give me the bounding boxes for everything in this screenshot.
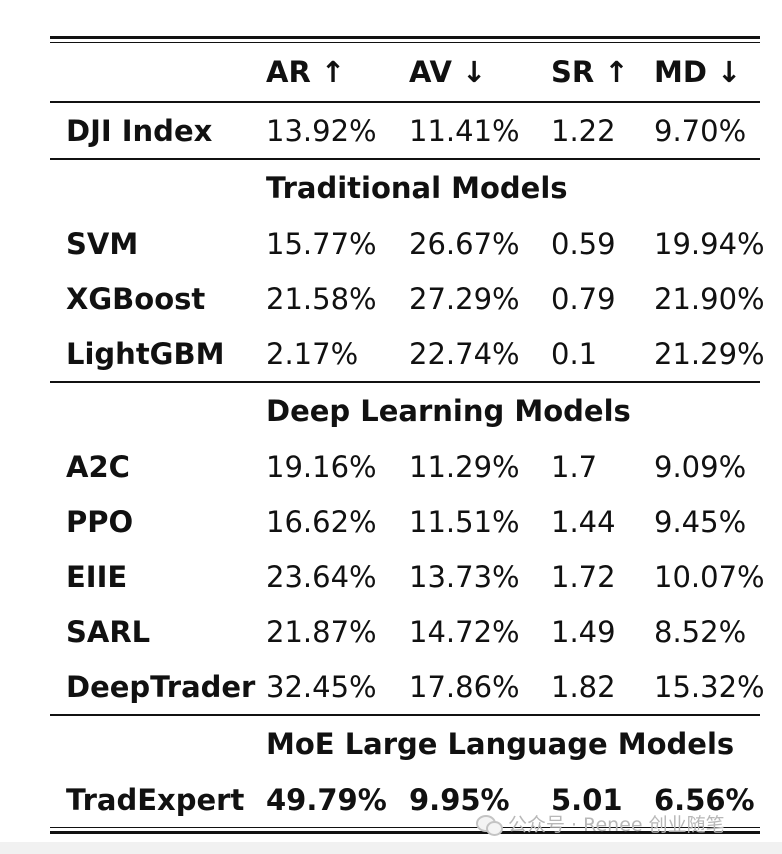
section-title: Deep Learning Models [266, 394, 631, 428]
watermark: 公众号 · Renee 创业随笔 [476, 810, 725, 837]
cell-av: 27.29% [409, 281, 520, 316]
cell-md: 15.32% [654, 669, 765, 704]
watermark-text: 公众号 · Renee 创业随笔 [508, 814, 725, 836]
row-label: PPO [66, 504, 134, 539]
cell-av: 14.72% [409, 614, 520, 649]
results-table: AR ↑ AV ↓ SR ↑ MD ↓ DJI Index 13.92% 11.… [50, 36, 765, 834]
bottom-bar [0, 842, 782, 854]
cell-md: 21.90% [654, 281, 765, 316]
cell-ar: 13.92% [266, 113, 377, 148]
row-label: EIIE [66, 559, 128, 594]
row-label: SVM [66, 226, 139, 261]
cell-ar: 32.45% [266, 669, 377, 704]
table-row: PPO 16.62% 11.51% 1.44 9.45% [50, 494, 760, 549]
cell-md: 21.29% [654, 336, 765, 371]
table-row-best: TradExpert 49.79% 9.95% 5.01 6.56% [50, 772, 760, 827]
cell-sr: 1.7 [551, 449, 598, 484]
header-cell-md: MD ↓ [654, 55, 742, 89]
header-cell-ar: AR ↑ [266, 55, 346, 89]
cell-ar: 21.87% [266, 614, 377, 649]
cell-sr: 1.44 [551, 504, 616, 539]
table-rule [50, 714, 760, 716]
table-rule [50, 101, 760, 103]
row-label: SARL [66, 614, 151, 649]
cell-md: 6.56% [654, 782, 755, 817]
section-title: Traditional Models [266, 171, 568, 205]
table-rule [50, 381, 760, 383]
cell-sr: 1.72 [551, 559, 616, 594]
cell-av: 9.95% [409, 782, 510, 817]
row-label: DeepTrader [66, 669, 256, 704]
table-header-row: AR ↑ AV ↓ SR ↑ MD ↓ [50, 43, 760, 101]
cell-ar: 21.58% [266, 281, 377, 316]
cell-sr: 0.1 [551, 336, 598, 371]
cell-ar: 19.16% [266, 449, 377, 484]
row-label: DJI Index [66, 113, 213, 148]
cell-av: 11.51% [409, 504, 520, 539]
table-rule [50, 158, 760, 160]
cell-ar: 23.64% [266, 559, 377, 594]
table-bottom-rule [50, 827, 760, 834]
cell-md: 10.07% [654, 559, 765, 594]
header-cell-sr: SR ↑ [551, 55, 629, 89]
cell-md: 9.45% [654, 504, 747, 539]
table-row-baseline: DJI Index 13.92% 11.41% 1.22 9.70% [50, 103, 760, 158]
cell-av: 22.74% [409, 336, 520, 371]
cell-ar: 16.62% [266, 504, 377, 539]
section-title: MoE Large Language Models [266, 727, 735, 761]
cell-sr: 1.22 [551, 113, 616, 148]
table-row: DeepTrader 32.45% 17.86% 1.82 15.32% [50, 659, 765, 714]
table-row: EIIE 23.64% 13.73% 1.72 10.07% [50, 549, 765, 604]
cell-ar: 15.77% [266, 226, 377, 261]
cell-md: 19.94% [654, 226, 765, 261]
cell-ar: 2.17% [266, 336, 359, 371]
table-row: A2C 19.16% 11.29% 1.7 9.09% [50, 439, 760, 494]
table-row: SVM 15.77% 26.67% 0.59 19.94% [50, 216, 765, 271]
cell-ar: 49.79% [266, 782, 387, 817]
row-label: A2C [66, 449, 130, 484]
row-label: XGBoost [66, 281, 206, 316]
cell-av: 17.86% [409, 669, 520, 704]
cell-md: 8.52% [654, 614, 747, 649]
cell-sr: 1.49 [551, 614, 616, 649]
cell-av: 11.41% [409, 113, 520, 148]
cell-av: 26.67% [409, 226, 520, 261]
table-row: SARL 21.87% 14.72% 1.49 8.52% [50, 604, 760, 659]
row-label: TradExpert [66, 782, 245, 817]
cell-av: 11.29% [409, 449, 520, 484]
header-cell-av: AV ↓ [409, 55, 487, 89]
cell-sr: 0.59 [551, 226, 616, 261]
table-row: LightGBM 2.17% 22.74% 0.1 21.29% [50, 326, 765, 381]
table-top-rule [50, 36, 760, 43]
cell-sr: 5.01 [551, 782, 623, 817]
cell-av: 13.73% [409, 559, 520, 594]
row-label: LightGBM [66, 336, 225, 371]
cell-sr: 1.82 [551, 669, 616, 704]
cell-md: 9.70% [654, 113, 747, 148]
wechat-icon [476, 813, 503, 836]
table-row: XGBoost 21.58% 27.29% 0.79 21.90% [50, 271, 765, 326]
cell-md: 9.09% [654, 449, 747, 484]
cell-sr: 0.79 [551, 281, 616, 316]
